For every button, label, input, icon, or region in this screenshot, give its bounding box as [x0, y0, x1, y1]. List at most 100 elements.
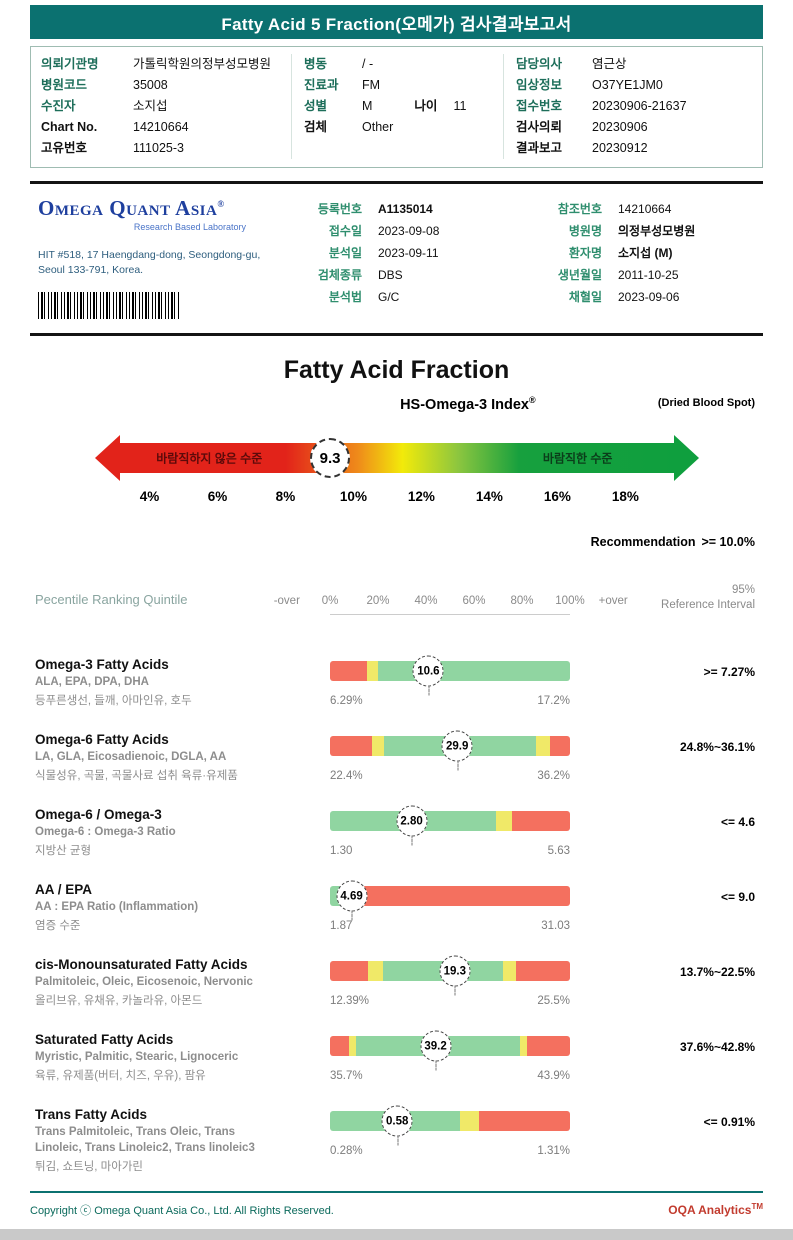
info-value: 2023-09-06: [618, 290, 680, 304]
row-components: Myristic, Palmitic, Stearic, Lignoceric: [35, 1051, 239, 1063]
fatty-acid-row: Omega-3 Fatty Acids ALA, EPA, DPA, DHA 등…: [0, 655, 793, 708]
value-marker: 10.6: [412, 655, 444, 696]
info-value-2: 11: [453, 99, 467, 113]
row-components-2: Linoleic, Trans Linoleic2, Trans linolei…: [35, 1142, 255, 1154]
info-value: 염근상: [592, 57, 627, 71]
recommendation-value: >= 10.0%: [701, 535, 755, 549]
info-value: 의정부성모병원: [618, 224, 696, 238]
row-components: Trans Palmitoleic, Trans Oleic, Trans: [35, 1126, 236, 1138]
bar-segment-red: [512, 811, 570, 831]
fatty-acid-row: AA / EPA AA : EPA Ratio (Inflammation) 염…: [0, 880, 793, 933]
info-row: 수진자 소지섭: [41, 96, 283, 117]
index-scale: 4% 6% 8% 10% 12% 14% 16% 18%: [95, 489, 699, 507]
oqa-analytics-brand: OQA AnalyticsTM: [668, 1202, 763, 1217]
bottom-strip: [0, 1229, 793, 1240]
range-low: 35.7%: [330, 1070, 363, 1082]
info-label: 검체종류: [317, 268, 362, 282]
lab-logo-tagline: Research Based Laboratory: [133, 222, 246, 232]
row-chart: 19.3 12.39% 25.5%: [330, 955, 570, 1008]
range-labels: 0.28% 1.31%: [330, 1145, 570, 1157]
row-name: Omega-6 Fatty Acids: [35, 732, 169, 747]
info-row: 채혈일 2023-09-06: [528, 286, 755, 308]
dried-blood-spot-note: (Dried Blood Spot): [657, 397, 755, 409]
row-sources-korean: 올리브유, 유채유, 카놀라유, 아몬드: [35, 995, 203, 1007]
scale-label: 6%: [207, 489, 228, 504]
reference-interval-value: 13.7%~22.5%: [679, 965, 755, 979]
row-name: AA / EPA: [35, 882, 93, 897]
value-marker: 2.80: [396, 805, 428, 846]
value-marker: 29.9: [441, 730, 473, 771]
laboratory-identity: Omega Quant Asia® Research Based Laborat…: [38, 196, 288, 319]
info-value: 소지섭: [133, 99, 168, 113]
row-sources-korean: 지방산 균형: [35, 845, 92, 857]
measured-value: 29.9: [445, 740, 469, 752]
info-label: 의뢰기관명: [41, 57, 99, 71]
row-name: Omega-6 / Omega-3: [35, 807, 162, 822]
info-label: 수진자: [41, 99, 76, 113]
bar-segment-red: [330, 661, 368, 681]
row-chart: 2.80 1.30 5.63: [330, 805, 570, 858]
hs-omega3-index-label: HS-Omega-3 Index®: [400, 395, 536, 413]
info-value: G/C: [378, 290, 400, 304]
bar-segment-red: [478, 1111, 570, 1131]
scale-label: 16%: [543, 489, 571, 504]
patient-info-box: 의뢰기관명 가톨릭학원의정부성모병원 병원코드 35008 수진자 소지섭 Ch…: [30, 46, 763, 168]
row-name-block: Omega-3 Fatty Acids ALA, EPA, DPA, DHA 등…: [35, 657, 330, 708]
quintile-bar: 29.9: [330, 730, 570, 771]
info-row: 병동 / -: [304, 54, 495, 75]
registered-mark: ®: [217, 199, 225, 209]
range-labels: 6.29% 17.2%: [330, 695, 570, 707]
bar-segment-red: [330, 736, 372, 756]
reference-interval-value: <= 4.6: [720, 815, 755, 829]
axis-label: 20%: [366, 595, 390, 607]
info-row: 검체종류 DBS: [288, 264, 528, 286]
range-high: 5.63: [547, 845, 570, 857]
info-label: 접수번호: [516, 99, 563, 113]
row-chart: 10.6 6.29% 17.2%: [330, 655, 570, 708]
bar-segment-yellow: [502, 961, 516, 981]
range-labels: 22.4% 36.2%: [330, 770, 570, 782]
percentile-header: Pecentile Ranking Quintile -over 0% 20% 40%…: [0, 583, 793, 615]
info-value: 35008: [133, 78, 168, 92]
patient-info-middle: 병동 / - 진료과 FM 성별 M 나이 11 검체 Other: [291, 54, 503, 159]
bar-segment-red: [357, 886, 570, 906]
gauge-left-arrowhead-icon: [94, 435, 120, 481]
info-row: Chart No. 14210664: [41, 117, 283, 138]
scale-label: 4%: [139, 489, 160, 504]
info-label: 환자명: [568, 246, 602, 260]
info-label: 성별: [304, 99, 328, 113]
fatty-acid-row: Omega-6 / Omega-3 Omega-6 : Omega-3 Rati…: [0, 805, 793, 858]
report-footer: Copyright ⓒ Omega Quant Asia Co., Ltd. A…: [30, 1191, 763, 1218]
row-name: cis-Monounsaturated Fatty Acids: [35, 957, 248, 972]
info-row: 분석일 2023-09-11: [288, 242, 528, 264]
range-high: 1.31%: [537, 1145, 570, 1157]
bar-segment-yellow: [459, 1111, 479, 1131]
bar-segment-yellow: [495, 811, 513, 831]
info-value: 111025-3: [133, 141, 184, 155]
info-label: 병원코드: [41, 78, 88, 92]
range-high: 31.03: [541, 920, 570, 932]
bar-segment-yellow: [349, 1036, 357, 1056]
axis-label: -over: [273, 595, 300, 607]
row-sources-korean: 염증 수준: [35, 920, 81, 932]
patient-info-right: 담당의사 염근상 임상정보 O37YE1JM0 접수번호 20230906-21…: [503, 54, 752, 159]
info-value: 14210664: [618, 202, 672, 216]
info-label: 분석일: [328, 246, 362, 260]
measured-value: 0.58: [385, 1115, 409, 1127]
info-row: 검체 Other: [304, 117, 495, 138]
reference-interval-line2: Reference Interval: [661, 599, 755, 611]
info-value: 20230906: [592, 120, 648, 134]
row-name: Trans Fatty Acids: [35, 1107, 148, 1122]
quintile-bar: 39.2: [330, 1030, 570, 1071]
row-name-block: Saturated Fatty Acids Myristic, Palmitic…: [35, 1032, 330, 1083]
row-sources-korean: 튀김, 쇼트닝, 마아가린: [35, 1161, 143, 1173]
index-subtitle-row: HS-Omega-3 Index® (Dried Blood Spot): [0, 395, 793, 419]
range-low: 1.30: [330, 845, 353, 857]
lab-info-middle: 등록번호 A1135014 접수일 2023-09-08 분석일 2023-09…: [288, 196, 528, 319]
gauge-gradient-bar: [118, 443, 675, 473]
info-label: 병원명: [568, 224, 602, 238]
info-row: 의뢰기관명 가톨릭학원의정부성모병원: [41, 54, 283, 75]
info-label: 등록번호: [317, 202, 362, 216]
quintile-bar: 4.69: [330, 880, 570, 921]
scale-label: 12%: [407, 489, 435, 504]
